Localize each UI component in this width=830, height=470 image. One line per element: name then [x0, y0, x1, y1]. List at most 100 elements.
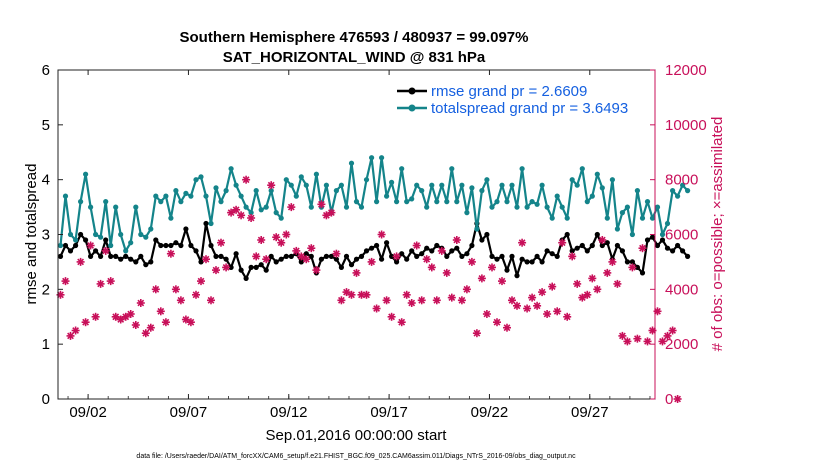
assimilated-obs-marker [573, 279, 582, 288]
assimilated-obs-marker [367, 257, 376, 266]
star-stroke [533, 302, 541, 310]
totalspread-point [198, 174, 204, 180]
rmse-point [263, 267, 269, 273]
totalspread-point [454, 199, 460, 205]
assimilated-obs-marker [643, 337, 652, 346]
star-stroke [127, 310, 135, 318]
star-stroke [393, 253, 400, 260]
totalspread-point [439, 182, 445, 188]
star-stroke [368, 258, 375, 266]
rmse-point [394, 259, 400, 265]
star-stroke [609, 258, 616, 266]
assimilated-obs-marker [242, 175, 251, 184]
rmse-point [489, 253, 495, 259]
rmse-point [188, 242, 194, 249]
rmse-point [539, 259, 545, 265]
rmse-point [599, 242, 605, 249]
totalspread-point [57, 242, 64, 249]
totalspread-point [629, 231, 636, 238]
rmse-point [338, 264, 344, 270]
totalspread-point [379, 155, 385, 161]
star-stroke [649, 327, 656, 334]
rmse-point [680, 248, 686, 254]
star-stroke [423, 255, 431, 263]
totalspread-point [188, 193, 194, 199]
rmse-point [218, 253, 224, 259]
rmse-point [288, 253, 294, 259]
rmse-point [379, 256, 385, 262]
star-stroke [117, 316, 125, 323]
legend-spread-marker [408, 104, 416, 112]
rmse-point [409, 248, 415, 254]
star-stroke [92, 313, 99, 321]
star-stroke [373, 305, 380, 312]
rmse-point [584, 248, 590, 254]
totalspread-point [554, 193, 560, 199]
rmse-point [685, 253, 691, 259]
assimilated-obs-marker [498, 277, 506, 286]
y-left-tick-label: 1 [42, 336, 50, 353]
assimilated-obs-marker [161, 318, 170, 327]
rmse-point [544, 248, 550, 254]
star-stroke [538, 288, 546, 296]
star-stroke [297, 253, 305, 260]
star-stroke [292, 247, 300, 255]
assimilated-obs-marker [66, 331, 75, 340]
totalspread-point [108, 242, 114, 249]
assimilated-obs-marker [613, 279, 622, 288]
totalspread-point [419, 188, 425, 194]
assimilated-obs-marker [407, 299, 416, 307]
legend-rmse-marker [408, 87, 416, 95]
totalspread-point [494, 199, 500, 205]
totalspread-point [614, 226, 621, 232]
assimilated-obs-marker [267, 181, 276, 190]
x-tick-label: 09/02 [69, 404, 107, 421]
y-right-tick-label: 4000 [665, 281, 698, 298]
assimilated-obs-marker [523, 304, 532, 313]
star-stroke [629, 264, 636, 271]
totalspread-point [343, 204, 350, 210]
totalspread-point [143, 234, 149, 240]
star-stroke [503, 324, 511, 332]
star-stroke [669, 327, 676, 334]
star-stroke [508, 296, 516, 304]
totalspread-point [509, 182, 515, 188]
rmse-point [589, 242, 595, 249]
rmse-point [223, 256, 229, 262]
star-stroke [107, 277, 115, 285]
assimilated-obs-marker [563, 312, 572, 321]
totalspread-point [283, 177, 289, 183]
y-right-tick-label: 6000 [665, 227, 698, 244]
rmse-point [128, 256, 134, 262]
rmse-point [123, 253, 129, 259]
rmse-point [213, 253, 219, 259]
star-stroke [313, 266, 320, 274]
star-stroke [418, 296, 426, 304]
rmse-point [664, 245, 671, 251]
star-stroke [137, 299, 145, 307]
totalspread-point [559, 204, 565, 210]
star-stroke [403, 291, 411, 299]
rmse-point [333, 256, 339, 262]
star-stroke [252, 253, 260, 260]
rmse-point [649, 234, 656, 240]
rmse-point [88, 253, 94, 259]
totalspread-point [333, 188, 339, 194]
totalspread-point [303, 182, 309, 188]
totalspread-point [474, 226, 480, 232]
totalspread-point [163, 193, 169, 199]
assimilated-obs-marker [317, 200, 326, 209]
y-left-tick-label: 6 [42, 62, 50, 79]
star-stroke [343, 288, 350, 296]
x-axis: 09/02 09/07 09/12 09/17 09/22 09/27 [67, 70, 651, 421]
assimilated-obs-marker [282, 230, 291, 239]
assimilated-obs-marker [146, 323, 155, 332]
totalspread-point [664, 220, 671, 227]
totalspread-point [369, 155, 375, 161]
assimilated-obs-marker [171, 285, 180, 294]
rmse-point [98, 253, 104, 259]
totalspread-point [228, 166, 234, 172]
rmse-point [203, 220, 209, 227]
star-stroke [588, 275, 596, 282]
